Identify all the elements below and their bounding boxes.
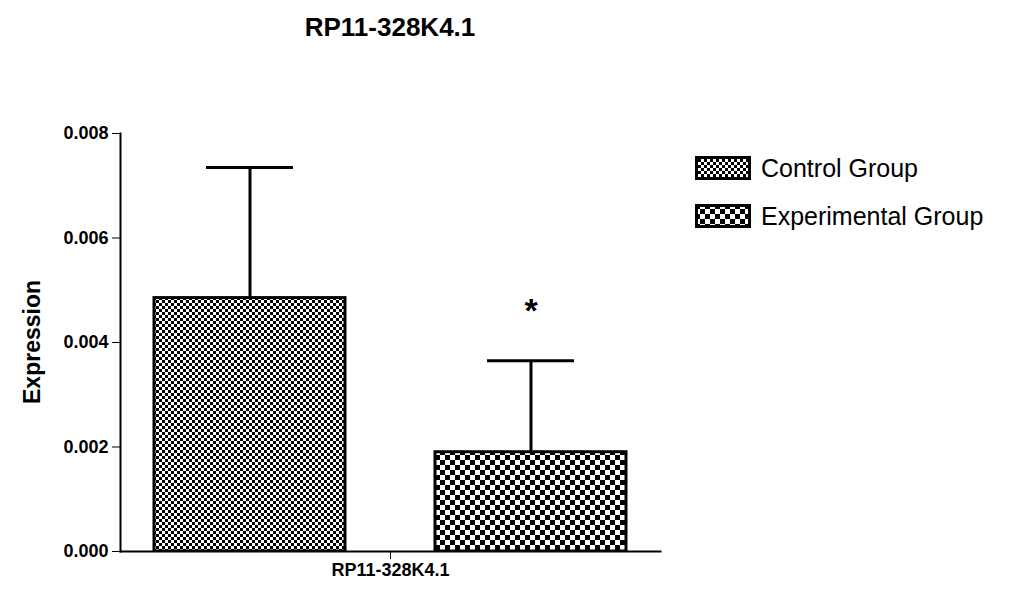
svg-text:0.000: 0.000 (63, 541, 108, 561)
html-text:Expression: Expression (18, 280, 45, 404)
svg-text:*: * (524, 291, 538, 329)
html-text:RP11-328K4.1: RP11-328K4.1 (304, 12, 476, 42)
html-text:Control Group: Control Group (761, 153, 918, 182)
svg-text:0.006: 0.006 (63, 228, 108, 248)
svg-text:RP11-328K4.1: RP11-328K4.1 (331, 560, 449, 580)
svg-text:0.008: 0.008 (63, 123, 108, 143)
html-text:Experimental Group: Experimental Group (761, 201, 984, 230)
svg-text:0.004: 0.004 (63, 332, 108, 352)
svg-text:0.002: 0.002 (63, 437, 108, 457)
